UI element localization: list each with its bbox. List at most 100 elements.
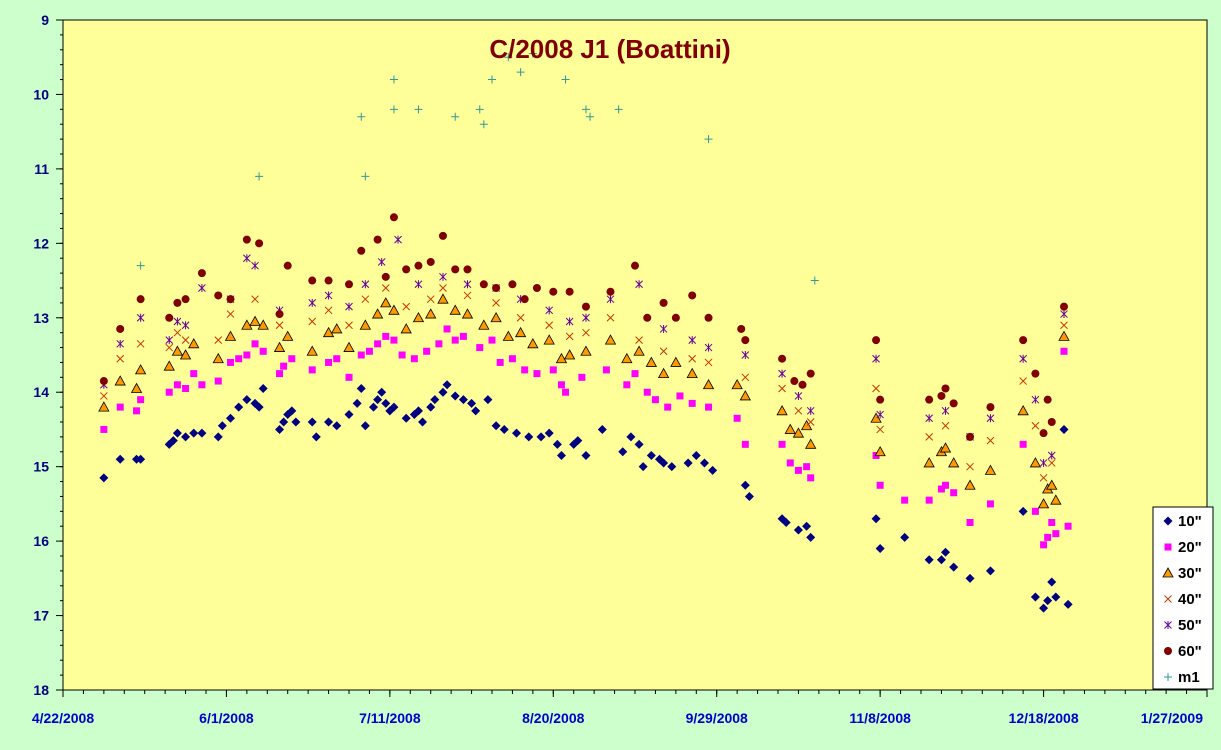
data-point: [173, 317, 182, 326]
data-point: [565, 332, 574, 341]
legend-marker: [1164, 543, 1172, 551]
data-point: [581, 105, 590, 114]
data-point: [512, 428, 522, 438]
data-point: [377, 257, 386, 266]
data-point: [369, 402, 379, 412]
data-point: [778, 369, 786, 378]
data-point: [659, 458, 669, 468]
chart-title: C/2008 J1 (Boattini): [489, 34, 730, 64]
data-point: [388, 304, 400, 315]
data-point: [778, 384, 786, 393]
data-point: [136, 313, 145, 322]
data-point: [1058, 330, 1070, 341]
data-point: [212, 352, 224, 364]
data-point: [249, 315, 261, 326]
data-point: [308, 276, 317, 285]
data-point: [581, 302, 590, 311]
data-point: [792, 427, 805, 438]
y-tick-label: 13: [33, 310, 49, 326]
data-point: [872, 354, 880, 363]
data-point: [217, 421, 227, 431]
data-point: [479, 280, 488, 289]
data-point: [516, 68, 525, 77]
data-point: [275, 321, 284, 330]
legend-label: 30": [1178, 565, 1202, 582]
data-point: [381, 272, 390, 281]
data-point: [557, 381, 565, 389]
data-point: [545, 321, 554, 330]
data-point: [181, 336, 190, 344]
data-point: [308, 317, 317, 326]
legend-marker: [1164, 621, 1172, 629]
data-point: [413, 406, 423, 416]
data-point: [389, 402, 399, 412]
data-point: [561, 75, 570, 84]
data-point: [1017, 405, 1029, 416]
data-point: [254, 402, 264, 412]
data-point: [573, 436, 583, 446]
data-point: [499, 424, 509, 434]
data-point: [357, 351, 365, 359]
data-point: [435, 340, 443, 348]
data-point: [414, 261, 423, 270]
data-point: [430, 395, 440, 405]
legend-marker: [1164, 647, 1172, 655]
data-point: [901, 496, 909, 504]
data-point: [581, 451, 591, 460]
data-point: [257, 319, 269, 330]
data-point: [390, 336, 398, 344]
data-point: [597, 424, 607, 434]
data-point: [463, 280, 472, 289]
data-point: [461, 308, 474, 319]
data-point: [941, 406, 950, 415]
data-point: [492, 284, 501, 292]
data-point: [459, 332, 467, 340]
data-point: [949, 562, 959, 572]
data-point: [287, 406, 297, 416]
data-point: [545, 306, 554, 315]
data-point: [793, 525, 803, 535]
data-point: [332, 421, 342, 431]
data-point: [776, 405, 788, 416]
data-point: [418, 417, 428, 427]
data-point: [280, 362, 288, 370]
data-point: [872, 384, 880, 393]
data-point: [168, 436, 178, 446]
data-point: [986, 436, 995, 445]
data-point: [704, 135, 713, 144]
data-point: [521, 366, 529, 374]
data-point: [659, 298, 668, 307]
data-point: [778, 354, 787, 363]
data-point: [965, 573, 975, 583]
x-tick-label: 11/8/2008: [849, 710, 911, 726]
data-point: [528, 49, 537, 58]
data-point: [638, 462, 648, 472]
data-point: [488, 75, 496, 84]
data-point: [740, 480, 750, 490]
data-point: [950, 489, 958, 497]
data-point: [702, 378, 715, 390]
data-point: [741, 373, 750, 382]
legend-marker: [1164, 673, 1172, 681]
data-point: [623, 381, 631, 389]
legend-marker: [1164, 595, 1172, 603]
data-point: [1019, 354, 1027, 363]
data-point: [645, 356, 658, 367]
data-point: [414, 280, 423, 289]
data-point: [520, 295, 529, 304]
data-point: [1031, 421, 1040, 430]
data-point: [582, 328, 590, 337]
data-point: [130, 382, 143, 393]
data-point: [352, 398, 362, 408]
data-point: [224, 330, 237, 341]
data-point: [308, 298, 317, 307]
legend: 10" 20" 30" 40" 50" 60" m1: [1152, 506, 1214, 690]
data-point: [437, 293, 449, 304]
data-point: [1060, 302, 1068, 311]
data-point: [1043, 395, 1052, 404]
data-point: [1031, 395, 1040, 404]
data-point: [134, 364, 147, 375]
data-point: [536, 432, 546, 442]
data-point: [282, 330, 294, 341]
data-point: [324, 276, 333, 285]
